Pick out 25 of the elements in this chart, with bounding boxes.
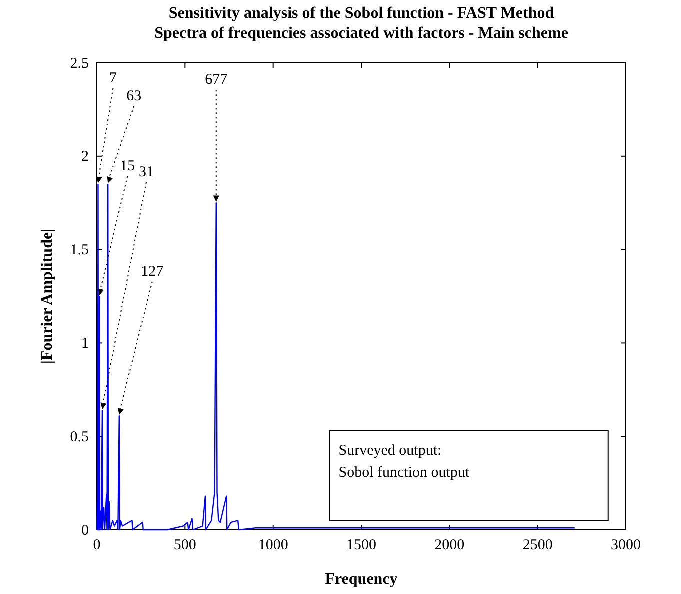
x-tick-label: 3000: [611, 538, 641, 554]
y-tick-label: 2.5: [70, 56, 89, 72]
x-tick-label: 1000: [258, 538, 288, 554]
x-axis-title: Frequency: [325, 571, 398, 588]
annotation: 127: [141, 264, 164, 280]
chart-title: Sensitivity analysis of the Sobol function - FAST Method: [168, 5, 554, 22]
x-tick-label: 2000: [434, 538, 465, 554]
chart-subtitle: Spectra of frequencies associated with factors - Main scheme: [154, 25, 568, 42]
annotation: 7: [109, 70, 118, 86]
annotation: 15: [120, 158, 136, 174]
y-axis-title: |Fourier Amplitude|: [39, 228, 56, 364]
annotation: 31: [138, 164, 154, 180]
y-tick-label: 1: [82, 336, 89, 352]
x-tick-label: 500: [174, 538, 196, 554]
x-tick-label: 0: [93, 538, 101, 554]
y-tick-label: 0.5: [70, 429, 89, 446]
annotation: 677: [205, 72, 228, 88]
y-tick-label: 1.5: [70, 242, 89, 259]
x-tick-label: 1500: [346, 538, 376, 554]
annotation: Surveyed output:: [338, 442, 442, 459]
annotation: 63: [126, 88, 142, 104]
x-tick-label: 2500: [522, 538, 553, 554]
y-tick-label: 2: [82, 149, 89, 166]
y-tick-label: 0: [82, 522, 89, 539]
annotation: Sobol function output: [338, 464, 470, 481]
